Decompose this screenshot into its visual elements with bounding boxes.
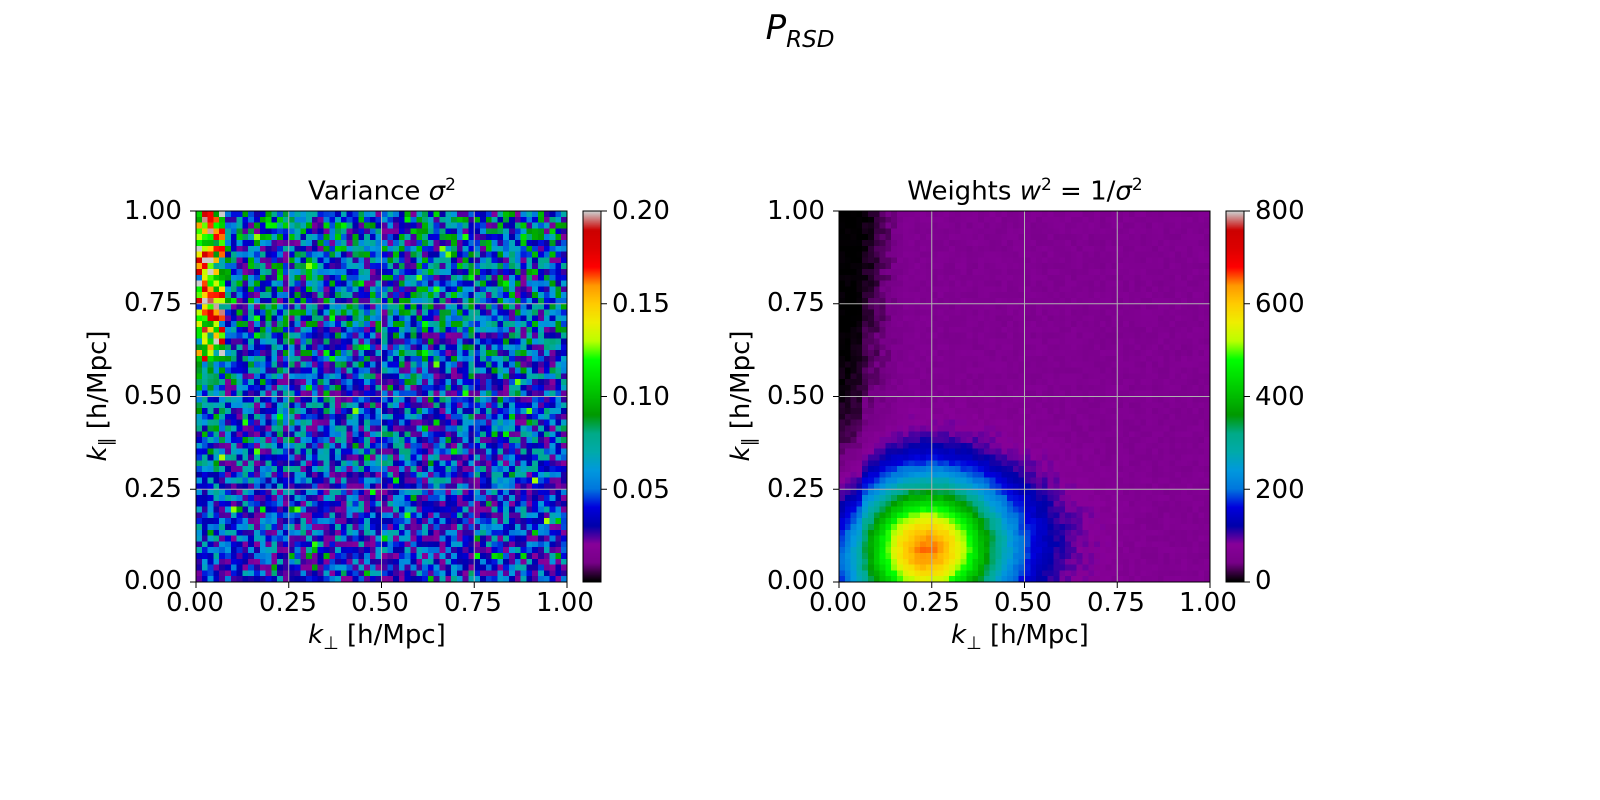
weights-xtick-label: 0.00 [809, 588, 867, 618]
variance-xtick-label: 1.00 [536, 588, 594, 618]
weights-ytick-label: 0.50 [767, 381, 825, 411]
variance-ytick-label: 0.25 [124, 474, 182, 504]
weights-colorbar-tick: 800 [1255, 196, 1305, 226]
weights-title: Weights w2 = 1/σ2 [907, 175, 1143, 207]
weights-ylabel: k∥ [h/Mpc] [725, 330, 761, 462]
weights-ytick-label: 1.00 [767, 196, 825, 226]
variance-ytick-label: 0.75 [124, 288, 182, 318]
weights-xlabel: k⊥ [h/Mpc] [951, 620, 1089, 655]
variance-axes [190, 210, 568, 588]
weights-xtick-label: 0.25 [902, 588, 960, 618]
figure-title: PRSD [765, 8, 835, 53]
variance-xtick-label: 0.25 [259, 588, 317, 618]
variance-colorbar-tick: 0.05 [612, 475, 670, 505]
weights-xtick-label: 1.00 [1179, 588, 1237, 618]
plot-frame [195, 210, 568, 583]
variance-ytick-label: 0.50 [124, 381, 182, 411]
weights-ytick-label: 0.75 [767, 288, 825, 318]
variance-colorbar [583, 211, 601, 582]
variance-ytick-label: 1.00 [124, 196, 182, 226]
weights-ytick-label: 0.00 [767, 566, 825, 596]
variance-xtick-label: 0.50 [351, 588, 409, 618]
weights-colorbar-frame [1225, 210, 1250, 583]
colorbar-outline [582, 210, 602, 583]
weights-colorbar-tick: 600 [1255, 289, 1305, 319]
weights-ytick-label: 0.25 [767, 474, 825, 504]
weights-xtick-label: 0.50 [994, 588, 1052, 618]
variance-colorbar-tick: 0.10 [612, 382, 670, 412]
weights-colorbar-tick: 200 [1255, 475, 1305, 505]
variance-title: Variance σ2 [308, 175, 456, 207]
weights-xtick-label: 0.75 [1087, 588, 1145, 618]
colorbar-outline [1225, 210, 1245, 583]
weights-colorbar-tick: 400 [1255, 382, 1305, 412]
variance-xtick-label: 0.00 [166, 588, 224, 618]
variance-xtick-label: 0.75 [444, 588, 502, 618]
variance-ylabel: k∥ [h/Mpc] [82, 330, 118, 462]
variance-colorbar-tick: 0.15 [612, 289, 670, 319]
weights-colorbar-tick: 0 [1255, 566, 1272, 596]
weights-axes [833, 210, 1211, 588]
variance-xlabel: k⊥ [h/Mpc] [308, 620, 446, 655]
weights-colorbar [1226, 211, 1244, 582]
plot-frame [838, 210, 1211, 583]
variance-colorbar-tick: 0.20 [612, 196, 670, 226]
variance-colorbar-frame [582, 210, 607, 583]
variance-ytick-label: 0.00 [124, 566, 182, 596]
